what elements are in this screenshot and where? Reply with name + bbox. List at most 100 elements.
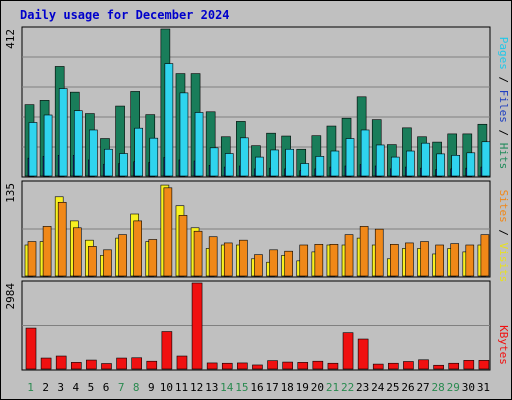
panel-top: 412 Pages / Files / Hits [4,26,510,178]
bar-pages-day-30 [466,152,476,177]
bar-sites-day-25 [390,244,399,277]
bar-pages-day-3 [58,88,68,177]
bar-sites-day-13 [208,236,218,277]
bar-kbytes-day-24 [372,363,384,370]
legend-pages: Pages [497,37,510,70]
bar-pages-day-6 [104,148,113,177]
day-label-4: 4 [73,381,80,394]
bar-pages-day-9 [149,137,159,177]
bar-sites-day-9 [148,239,158,277]
bar-pages-day-10 [164,63,174,177]
chart-title: Daily usage for December 2024 [20,8,230,22]
day-label-23: 23 [356,381,369,394]
bar-kbytes-day-9 [146,360,158,370]
panel-middle-max-label: 135 [4,183,17,203]
bar-kbytes-day-12 [191,282,203,370]
bar-pages-day-12 [194,112,204,177]
bar-kbytes-day-4 [70,362,82,370]
day-label-20: 20 [311,381,324,394]
bar-pages-day-27 [421,142,430,177]
bar-sites-day-30 [465,244,475,277]
day-label-28: 28 [432,381,445,394]
day-label-29: 29 [447,381,460,394]
bar-pages-day-23 [360,129,370,177]
bar-kbytes-day-13 [206,362,218,370]
bar-pages-day-15 [240,137,249,177]
bar-pages-day-2 [43,114,53,177]
day-label-7: 7 [118,381,125,394]
legend-sites: Sites [497,190,510,223]
legend-kbytes: KBytes [497,325,510,365]
day-label-25: 25 [386,381,399,394]
bar-kbytes-day-28 [433,364,444,370]
bar-sites-day-16 [254,254,263,277]
day-label-8: 8 [133,381,140,394]
legend-separator: / [497,123,510,143]
bar-kbytes-day-17 [267,360,278,370]
panel-middle: 135 Sites / Visits [4,180,510,283]
bar-sites-day-22 [344,234,354,277]
bar-kbytes-day-29 [448,362,460,370]
bar-sites-day-8 [133,220,142,277]
bar-sites-day-7 [118,234,127,277]
day-label-17: 17 [265,381,278,394]
bar-kbytes-day-19 [297,362,309,370]
bar-sites-day-6 [103,249,112,277]
day-label-31: 31 [477,381,490,394]
bar-kbytes-day-18 [282,361,293,370]
bar-kbytes-day-7 [116,357,127,370]
day-label-16: 16 [250,381,263,394]
bar-kbytes-day-6 [101,363,112,370]
day-label-5: 5 [88,381,95,394]
bar-kbytes-day-21 [327,362,339,370]
bar-sites-day-5 [88,246,97,277]
day-label-1: 1 [27,381,34,394]
bar-kbytes-day-26 [403,361,414,370]
bar-pages-day-13 [209,147,219,177]
bar-sites-day-27 [420,241,429,277]
legend-separator: / [497,223,510,243]
bar-kbytes-day-2 [40,357,52,370]
bar-kbytes-day-11 [176,355,188,370]
bar-pages-day-18 [285,148,294,177]
bar-sites-day-15 [239,239,248,277]
bar-sites-day-18 [284,250,293,277]
panel-middle-legend: Sites / Visits [497,190,510,283]
bar-pages-day-31 [481,141,491,177]
day-label-11: 11 [175,381,188,394]
day-label-12: 12 [190,381,203,394]
panel-bottom-legend: KBytes [497,325,510,365]
day-label-18: 18 [281,381,294,394]
bar-pages-day-8 [134,127,143,177]
panel-top-max-label: 412 [4,29,17,49]
legend-files: Files [497,90,510,123]
bar-kbytes-day-15 [237,362,248,370]
legend-separator: / [497,70,510,90]
bar-kbytes-day-31 [478,360,490,370]
day-label-26: 26 [401,381,414,394]
bar-kbytes-day-10 [161,331,173,370]
bar-pages-day-7 [119,153,128,177]
legend-visits: Visits [497,243,510,283]
bar-pages-day-19 [300,163,310,177]
bar-kbytes-day-5 [86,359,97,370]
day-label-14: 14 [220,381,234,394]
bar-pages-day-26 [406,150,415,177]
day-label-24: 24 [371,381,385,394]
bar-pages-day-5 [89,129,98,177]
bar-kbytes-day-14 [221,362,233,370]
day-label-30: 30 [462,381,475,394]
bar-kbytes-day-1 [25,327,37,370]
bar-sites-day-2 [42,226,52,277]
bar-sites-day-23 [359,226,369,277]
bar-kbytes-day-25 [388,362,399,370]
bar-pages-day-22 [345,138,355,177]
bar-sites-day-26 [405,242,414,277]
bar-kbytes-day-3 [55,355,67,370]
bar-sites-day-28 [435,244,444,277]
panel-bottom-max-label: 2984 [4,283,17,310]
bar-kbytes-day-22 [342,332,354,370]
bar-kbytes-day-16 [252,364,263,370]
day-label-10: 10 [160,381,173,394]
